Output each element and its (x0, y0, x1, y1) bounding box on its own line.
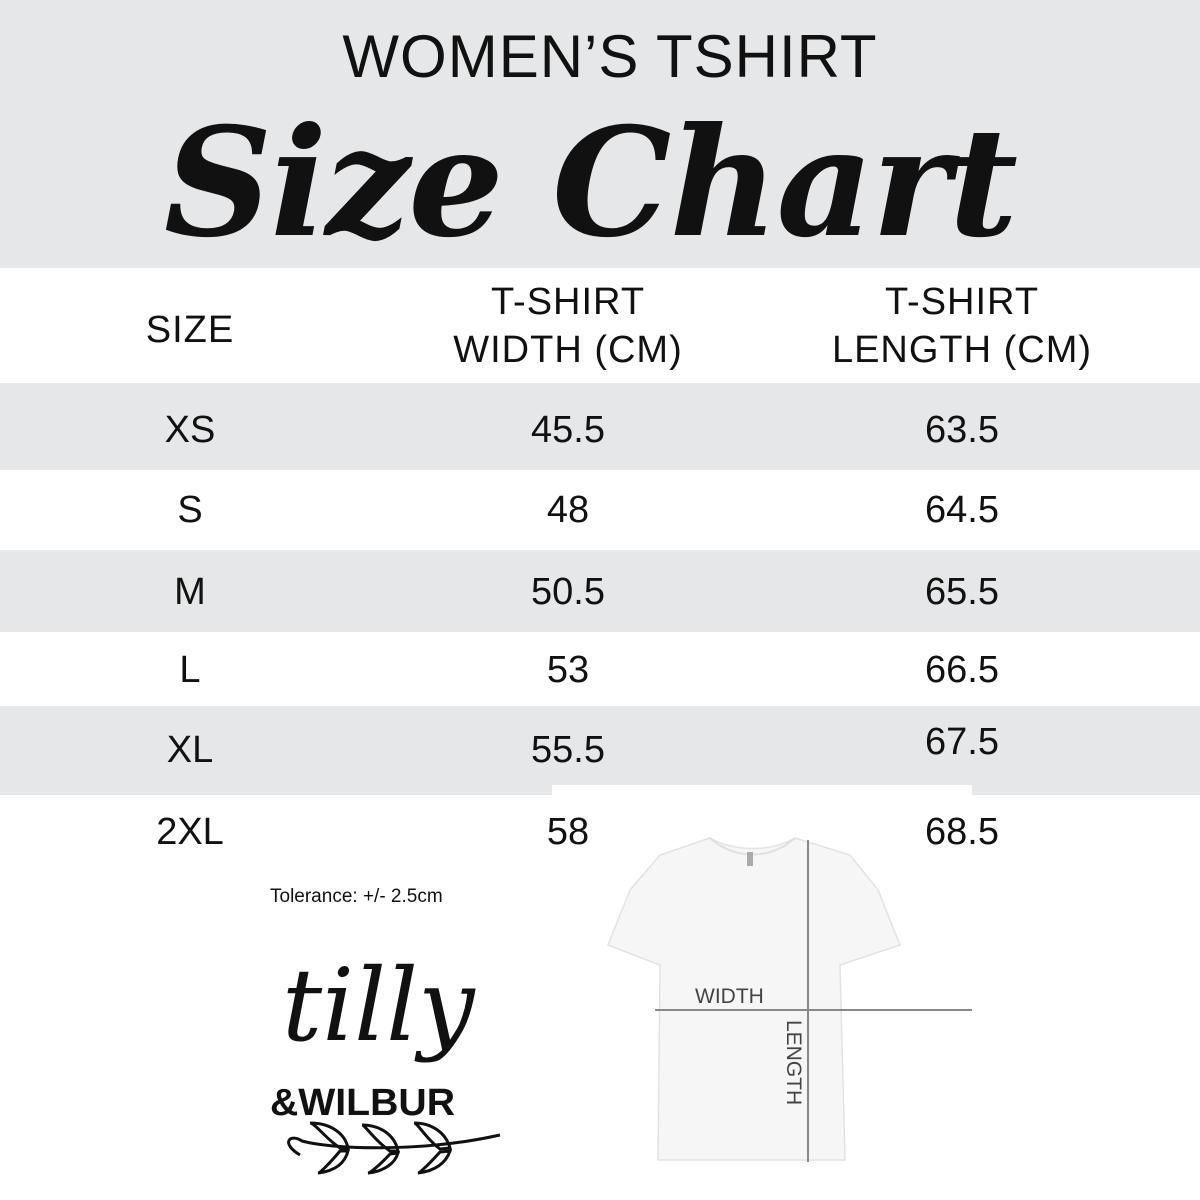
length-cell: 68.5 (925, 811, 999, 853)
shirt-area-mask (552, 785, 972, 805)
logo-tilly-text: tilly (282, 947, 476, 1064)
header-band (0, 0, 1200, 268)
size-cell: S (177, 489, 203, 531)
brand-logo: tilly &WILBUR (270, 945, 520, 1190)
page-title: Size Chart (163, 95, 1018, 271)
tolerance-note: Tolerance: +/- 2.5cm (270, 886, 443, 907)
header-line: T-SHIRT (884, 281, 1040, 323)
width-cell: 55.5 (531, 729, 605, 771)
column-header-length: T-SHIRT LENGTH (CM) (832, 278, 1092, 374)
header-line: LENGTH (CM) (831, 329, 1093, 371)
width-cell: 45.5 (531, 409, 605, 451)
size-cell: XS (164, 409, 216, 451)
length-cell: 64.5 (925, 489, 999, 531)
size-cell: M (174, 571, 206, 613)
header-line: WIDTH (CM) (453, 329, 683, 371)
width-cell: 58 (546, 811, 590, 853)
length-label: LENGTH (782, 1020, 805, 1105)
header-line: T-SHIRT (490, 281, 646, 323)
size-cell: XL (166, 729, 214, 771)
width-cell: 50.5 (531, 571, 605, 613)
column-header-size: SIZE (146, 306, 234, 354)
length-cell: 63.5 (925, 409, 999, 451)
length-cell: 67.5 (925, 721, 999, 763)
width-cell: 53 (546, 649, 590, 691)
row-band-xs (0, 383, 1200, 470)
length-cell: 66.5 (925, 649, 999, 691)
size-cell: 2XL (156, 811, 224, 853)
size-cell: L (179, 649, 201, 691)
length-cell: 65.5 (925, 571, 999, 613)
column-header-width: T-SHIRT WIDTH (CM) (453, 278, 682, 374)
width-cell: 48 (546, 489, 590, 531)
subtitle: WOMEN’S TSHIRT (342, 23, 878, 90)
width-label: WIDTH (695, 985, 764, 1008)
logo-wilbur-text: &WILBUR (270, 1082, 455, 1124)
tshirt-diagram: WIDTH LENGTH (600, 830, 980, 1180)
row-band-xl (0, 706, 1200, 795)
header-line: SIZE (145, 309, 235, 351)
leaf-branch-icon (287, 1121, 501, 1175)
row-band-m (0, 550, 1200, 632)
